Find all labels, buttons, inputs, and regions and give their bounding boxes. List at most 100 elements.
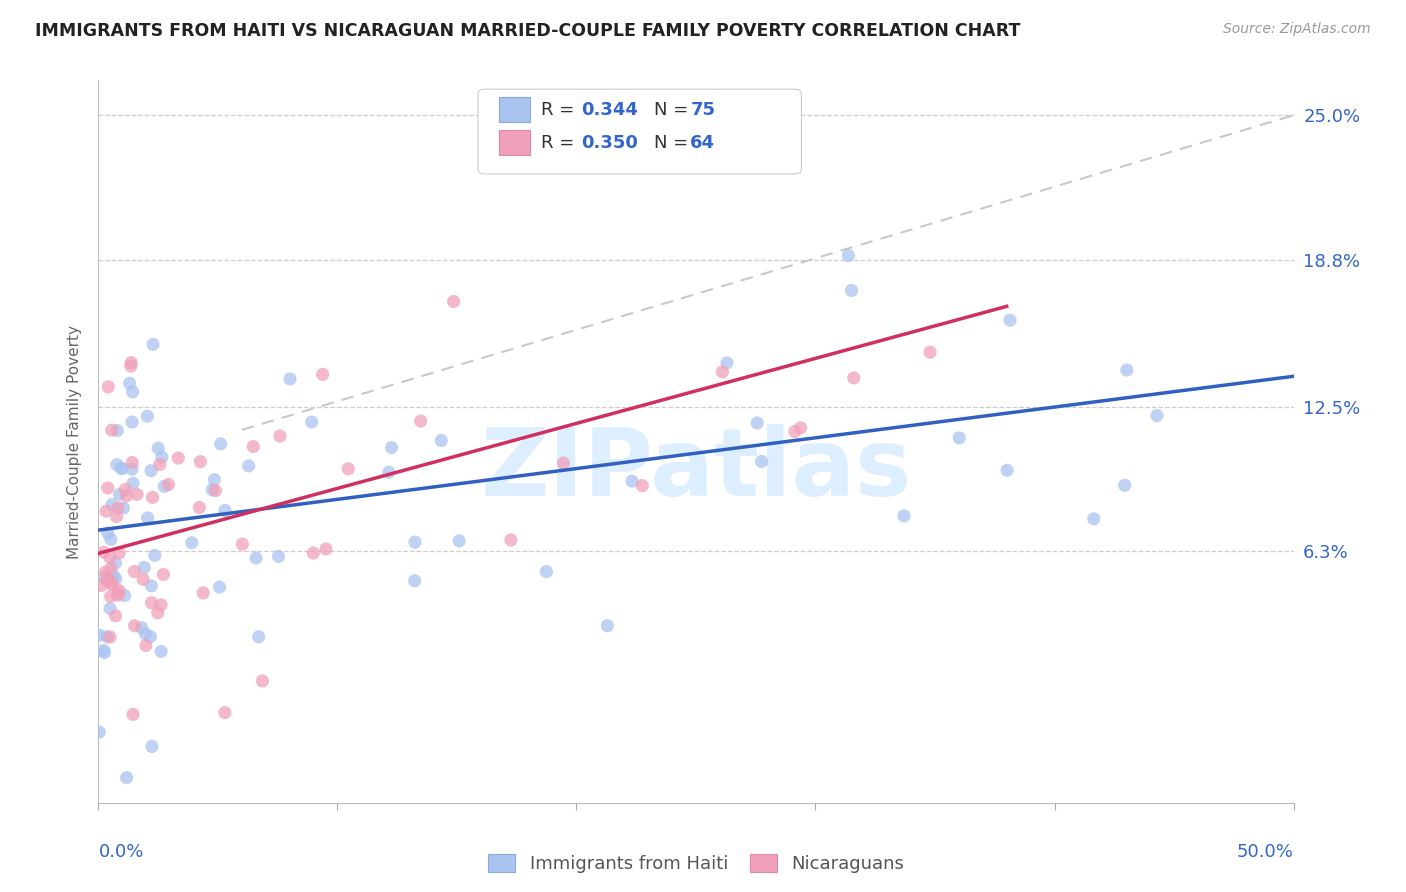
Point (1146, 409, 1168, 423)
Point (111, 461, 134, 475)
Point (94, 504, 117, 518)
Text: R =: R = (541, 101, 581, 119)
Point (89, 725, 111, 739)
Point (94, 570, 117, 584)
Point (148, 441, 170, 455)
Point (134, 560, 156, 574)
Point (89, 628, 111, 642)
Point (97, 481, 120, 495)
Point (98, 630, 121, 644)
Point (112, 501, 135, 516)
Point (97, 526, 120, 541)
Point (893, 508, 915, 523)
Point (105, 458, 128, 472)
Point (247, 630, 270, 644)
Point (1115, 363, 1137, 377)
Point (208, 580, 231, 594)
Point (430, 434, 453, 448)
Point (202, 473, 225, 487)
Point (121, 455, 143, 469)
Point (103, 568, 125, 582)
Text: Source: ZipAtlas.com: Source: ZipAtlas.com (1223, 22, 1371, 37)
Point (100, 577, 122, 591)
Text: 50.0%: 50.0% (1237, 843, 1294, 861)
Point (122, 476, 145, 491)
Point (108, 583, 131, 598)
Point (105, 424, 128, 438)
Point (337, 462, 360, 476)
Point (141, 579, 163, 593)
Point (789, 421, 811, 435)
Point (94, 565, 117, 579)
Point (315, 541, 337, 556)
Point (104, 608, 127, 623)
Point (120, 355, 142, 369)
Point (231, 537, 253, 551)
Point (120, 359, 142, 373)
Point (214, 706, 236, 720)
Point (100, 423, 122, 437)
Point (209, 437, 232, 451)
Point (193, 586, 215, 600)
Text: ZIPatlas: ZIPatlas (481, 425, 911, 516)
Text: 0.0%: 0.0% (98, 843, 143, 861)
Point (98, 601, 121, 615)
Point (553, 456, 575, 470)
Legend: Immigrants from Haiti, Nicaraguans: Immigrants from Haiti, Nicaraguans (488, 854, 904, 873)
Point (1114, 478, 1136, 492)
Point (449, 533, 471, 548)
Point (110, 461, 132, 475)
Point (100, 533, 122, 547)
Point (136, 409, 159, 424)
Point (142, 337, 165, 351)
Point (842, 371, 865, 385)
Point (125, 487, 148, 501)
Point (711, 365, 734, 379)
Point (380, 441, 402, 455)
Point (301, 415, 323, 429)
Point (143, 549, 166, 563)
Point (101, 576, 124, 591)
Point (948, 431, 970, 445)
Point (114, 589, 136, 603)
Point (267, 549, 290, 564)
Point (150, 644, 173, 658)
Point (311, 368, 333, 382)
Point (124, 565, 146, 579)
Point (214, 503, 236, 517)
Point (404, 535, 426, 549)
Text: N =: N = (654, 101, 693, 119)
Point (631, 478, 654, 492)
Point (115, 771, 138, 785)
Point (1083, 512, 1105, 526)
Point (443, 294, 465, 309)
Point (252, 673, 274, 688)
Point (104, 556, 127, 570)
Point (118, 376, 141, 391)
Point (783, 425, 806, 439)
Point (269, 429, 291, 443)
Point (93, 643, 115, 657)
Point (132, 572, 155, 586)
Point (139, 464, 162, 478)
Point (747, 416, 769, 430)
Point (131, 621, 153, 635)
Point (188, 500, 211, 515)
Point (153, 479, 176, 493)
Point (152, 567, 174, 582)
Point (108, 487, 131, 501)
Point (404, 574, 426, 588)
Point (121, 415, 143, 429)
Point (204, 483, 226, 498)
Point (837, 249, 859, 263)
Point (141, 739, 163, 754)
Point (998, 313, 1021, 327)
Point (107, 500, 129, 515)
Point (101, 498, 124, 512)
Point (141, 491, 163, 505)
Point (135, 627, 157, 641)
Point (135, 639, 157, 653)
Point (100, 561, 122, 575)
Point (149, 458, 172, 472)
Text: 64: 64 (690, 134, 716, 152)
